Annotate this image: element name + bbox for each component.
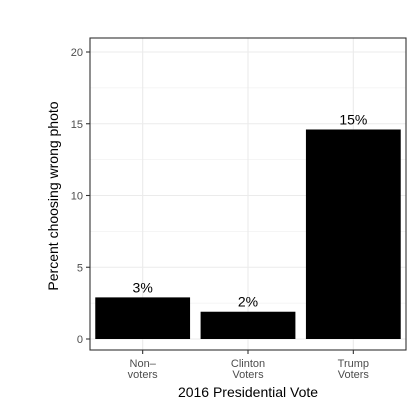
y-tick-label: 10	[71, 191, 83, 203]
y-tick-label: 0	[77, 334, 83, 346]
x-axis: Non– voters Clinton Voters Trump Voters	[128, 350, 370, 381]
data-label: 2%	[238, 294, 258, 310]
bars	[95, 129, 401, 339]
y-axis-title: Percent choosing wrong photo	[45, 101, 61, 290]
x-tick-label: Trump Voters	[338, 358, 370, 381]
y-axis: 0 5 10 15 20	[71, 47, 90, 346]
data-label: 3%	[133, 279, 153, 295]
bar	[305, 129, 401, 339]
data-label: 15%	[339, 111, 367, 127]
y-tick-label: 15	[71, 119, 83, 131]
x-axis-title: 2016 Presidential Vote	[178, 384, 318, 400]
x-tick-label: Clinton Voters	[231, 358, 265, 381]
y-tick-label: 20	[71, 47, 83, 59]
bar	[95, 297, 191, 339]
y-tick-label: 5	[77, 262, 83, 274]
x-tick-label: Non– voters	[128, 358, 158, 381]
data-labels: 3% 2% 15%	[133, 111, 368, 309]
bar	[200, 311, 296, 339]
